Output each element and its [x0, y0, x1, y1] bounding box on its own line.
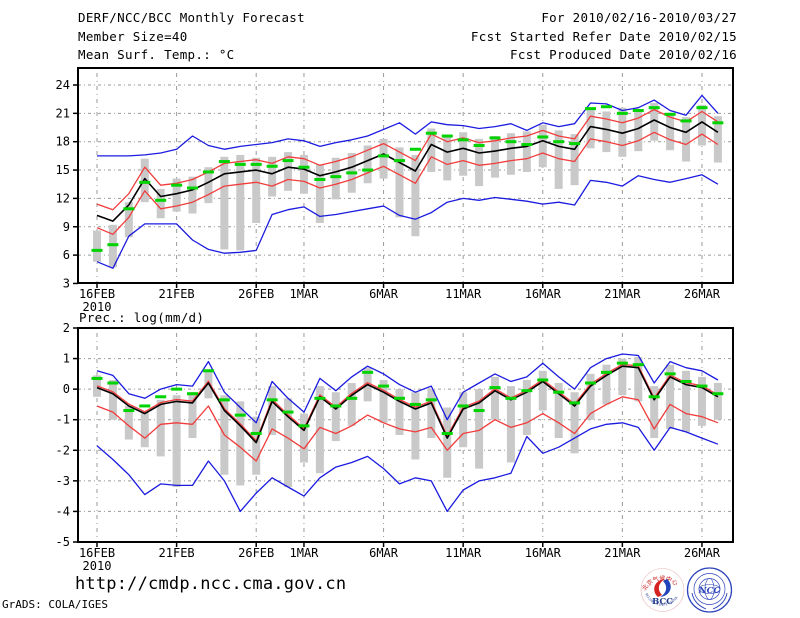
svg-text:1MAR: 1MAR: [290, 287, 320, 301]
svg-text:6: 6: [63, 248, 70, 262]
bcc-logo: 北京气候中心 BCC BEIJING CLIMATE CENTER: [640, 568, 685, 612]
precip-chart-title: Prec.: log(mm/d): [79, 310, 205, 325]
svg-text:21MAR: 21MAR: [604, 546, 641, 560]
svg-text:0: 0: [63, 382, 70, 396]
agency-logos: 北京气候中心 BCC BEIJING CLIMATE CENTER NCC: [640, 567, 733, 613]
bcc-label: BCC: [652, 597, 673, 607]
svg-text:-5: -5: [56, 535, 70, 549]
svg-text:24: 24: [56, 78, 70, 92]
svg-text:-3: -3: [56, 474, 70, 488]
svg-text:26FEB: 26FEB: [238, 287, 274, 301]
svg-text:1: 1: [63, 352, 70, 366]
plot-title: DERF/NCC/BCC Monthly Forecast: [78, 10, 305, 25]
ncc-label: NCC: [698, 586, 721, 596]
svg-text:21MAR: 21MAR: [604, 287, 641, 301]
svg-text:26FEB: 26FEB: [238, 546, 274, 560]
ncc-logo: NCC: [686, 567, 733, 613]
svg-text:9: 9: [63, 220, 70, 234]
svg-text:-4: -4: [56, 504, 70, 518]
svg-text:15: 15: [56, 163, 70, 177]
svg-text:-2: -2: [56, 443, 70, 457]
svg-text:16FEB: 16FEB: [79, 287, 115, 301]
grads-credit: GrADS: COLA/IGES: [2, 598, 108, 611]
svg-text:12: 12: [56, 191, 70, 205]
forecast-range-label: For 2010/02/16-2010/03/27: [541, 10, 737, 25]
svg-text:21FEB: 21FEB: [159, 287, 195, 301]
svg-text:1MAR: 1MAR: [290, 546, 320, 560]
svg-text:-1: -1: [56, 413, 70, 427]
svg-text:11MAR: 11MAR: [445, 287, 482, 301]
svg-text:2010: 2010: [83, 559, 112, 573]
svg-text:26MAR: 26MAR: [684, 546, 721, 560]
svg-text:26MAR: 26MAR: [684, 287, 721, 301]
temp-chart-title: Mean Surf. Temp.: °C: [78, 47, 235, 62]
svg-text:18: 18: [56, 135, 70, 149]
source-url: http://cmdp.ncc.cma.gov.cn: [75, 574, 347, 594]
refer-date-label: Fcst Started Refer Date 2010/02/15: [470, 29, 737, 44]
member-size-label: Member Size=40: [78, 29, 188, 44]
svg-text:6MAR: 6MAR: [369, 287, 399, 301]
svg-text:3: 3: [63, 276, 70, 290]
svg-text:21FEB: 21FEB: [159, 546, 195, 560]
svg-text:16FEB: 16FEB: [79, 546, 115, 560]
svg-text:6MAR: 6MAR: [369, 546, 399, 560]
svg-text:16MAR: 16MAR: [525, 546, 562, 560]
svg-text:2: 2: [63, 321, 70, 335]
svg-text:2010: 2010: [83, 300, 112, 314]
svg-text:11MAR: 11MAR: [445, 546, 482, 560]
svg-text:16MAR: 16MAR: [525, 287, 562, 301]
svg-text:21: 21: [56, 106, 70, 120]
bcc-swirl-blue: [660, 579, 671, 597]
bcc-swirl-red: [654, 579, 665, 597]
produced-date-label: Fcst Produced Date 2010/02/16: [510, 47, 737, 62]
